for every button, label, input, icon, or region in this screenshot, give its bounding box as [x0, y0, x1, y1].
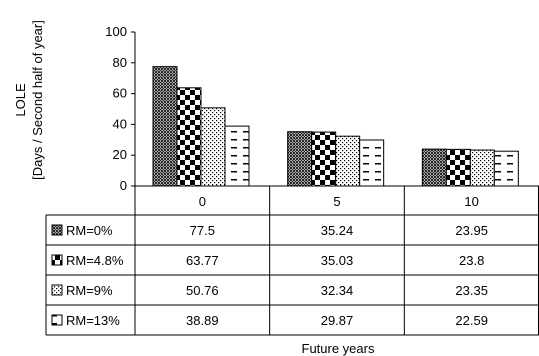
bar-s0-c0: [152, 66, 178, 187]
table-value-cell: 35.24: [321, 223, 354, 238]
legend-swatch: [51, 254, 63, 266]
table-value-cell: 38.89: [186, 313, 219, 328]
bar-s2-c0: [200, 107, 226, 187]
y-axis-title-line-1: LOLE: [13, 83, 28, 117]
table-value-cell: 32.34: [321, 283, 354, 298]
table-value-cell: 23.35: [455, 283, 488, 298]
x-category-label: 10: [464, 194, 478, 209]
y-tick-label: 60: [113, 86, 127, 101]
y-axis-title-line-2: [Days / Second half of year]: [30, 20, 45, 180]
legend-swatch: [51, 284, 63, 296]
x-category-label: 5: [333, 194, 340, 209]
legend-series-name: RM=13%: [66, 313, 120, 328]
bar-s1-c0: [176, 87, 202, 187]
bar-s0-c2: [421, 148, 447, 187]
y-tick-label: 40: [113, 116, 127, 131]
table-value-cell: 29.87: [321, 313, 354, 328]
legend-series-name: RM=9%: [66, 283, 113, 298]
y-tick-label: 80: [113, 55, 127, 70]
bar-s0-c1: [287, 131, 313, 187]
legend-swatch: [51, 224, 63, 236]
table-value-cell: 23.8: [459, 253, 484, 268]
legend-swatch: [51, 314, 63, 326]
bar-s3-c1: [359, 139, 385, 187]
bar-s2-c2: [469, 149, 495, 187]
table-value-cell: 22.59: [455, 313, 488, 328]
bar-s1-c1: [311, 131, 337, 187]
table-value-cell: 63.77: [186, 253, 219, 268]
y-tick-label: 0: [120, 178, 127, 193]
x-axis-title: Future years: [302, 341, 375, 356]
legend-series-name: RM=4.8%: [66, 253, 124, 268]
bar-s1-c2: [445, 148, 471, 187]
plot-area: 0 20 40 60 80 100: [105, 24, 519, 193]
table-value-cell: 35.03: [321, 253, 354, 268]
y-tick-label: 20: [113, 147, 127, 162]
bar-s3-c0: [224, 125, 250, 187]
data-table: 0 5 10 RM=0% 77.5 35.24 23.95 RM=4.8% 63.77 35.03…: [45, 185, 539, 336]
y-tick-label: 100: [105, 24, 127, 39]
table-value-cell: 77.5: [190, 223, 215, 238]
table-value-cell: 50.76: [186, 283, 219, 298]
table-value-cell: 23.95: [455, 223, 488, 238]
legend-series-name: RM=0%: [66, 223, 113, 238]
bar-s3-c2: [493, 150, 519, 187]
bar-s2-c1: [335, 135, 361, 187]
x-category-label: 0: [199, 194, 206, 209]
